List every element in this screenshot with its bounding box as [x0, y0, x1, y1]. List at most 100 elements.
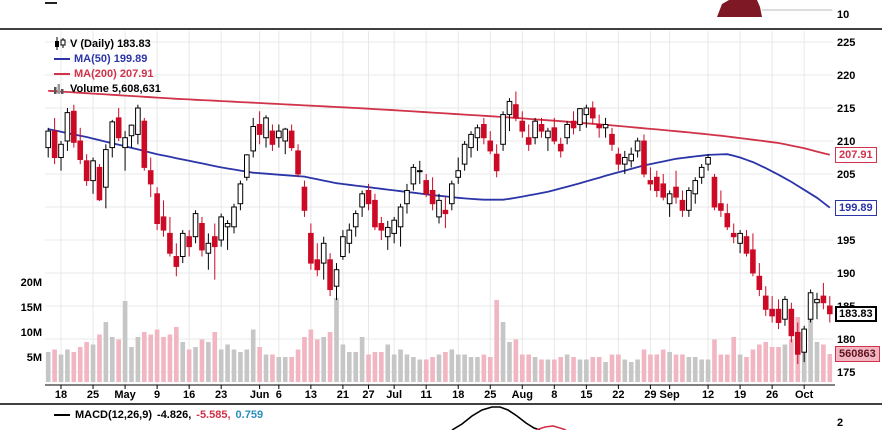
candle-body — [282, 128, 289, 142]
date-axis-label: 15 — [580, 389, 592, 401]
candle-body — [352, 213, 359, 228]
candle-body — [378, 223, 385, 231]
candle-body — [525, 137, 532, 145]
volume-bar — [616, 354, 621, 382]
candle-body — [122, 137, 128, 149]
legend-ma200-row[interactable]: MA(200) 207.91 — [54, 66, 161, 81]
ma200-label: MA(200) 207.91 — [74, 67, 154, 80]
date-axis-label: 23 — [215, 389, 227, 401]
volume-bar — [58, 354, 64, 382]
legend-volume-row[interactable]: Volume 5,608,631 — [54, 81, 161, 96]
volume-axis-label: 10M — [21, 327, 42, 339]
volume-bar — [276, 357, 282, 382]
candle-body — [660, 183, 667, 198]
candle-body — [103, 149, 109, 188]
candle-body — [288, 130, 295, 149]
candle-body — [90, 160, 96, 182]
candle-body — [596, 124, 602, 129]
candle-body — [756, 275, 763, 290]
candle-body — [404, 190, 410, 205]
candle-body — [634, 140, 641, 152]
candle-body — [794, 331, 801, 355]
volume-bar — [789, 339, 794, 382]
volume-bar — [468, 357, 474, 382]
candle-body — [308, 232, 314, 264]
volume-bar — [660, 349, 666, 382]
candle-body — [730, 232, 737, 238]
candle-body — [218, 216, 224, 241]
ma200-badge: 207.91 — [835, 147, 877, 163]
volume-bars — [45, 298, 833, 382]
date-axis-label: 18 — [452, 389, 464, 401]
candle-body — [583, 107, 590, 116]
upper-pane-fragment — [45, 0, 832, 17]
macd-value: -4.826, — [157, 409, 192, 421]
volume-bar — [654, 354, 660, 382]
volume-bar — [193, 347, 198, 382]
date-axis-label: 11 — [420, 389, 432, 401]
volume-bar — [558, 357, 564, 382]
volume-bar — [673, 354, 679, 382]
candle-body — [564, 124, 570, 139]
candle-body — [96, 166, 103, 201]
date-axis-label: 26 — [766, 389, 778, 401]
candle-body — [506, 100, 513, 116]
candle-body — [372, 199, 378, 228]
candle-body — [468, 133, 474, 149]
candle-body — [538, 124, 545, 132]
volume-bar — [475, 357, 480, 382]
candle-body — [577, 108, 583, 126]
volume-bar — [449, 349, 455, 382]
candle-body — [173, 256, 180, 267]
volume-bar — [455, 354, 461, 382]
candle-body — [711, 176, 718, 208]
date-axis-label: 13 — [305, 389, 317, 401]
volume-bar — [347, 352, 352, 382]
candle-body — [461, 143, 468, 165]
volume-bar — [526, 354, 531, 382]
date-axis-label: 18 — [55, 389, 67, 401]
candle-body — [141, 120, 148, 168]
legend-symbol-row[interactable]: V (Daily) 183.83 — [54, 36, 161, 51]
candle-body — [58, 143, 64, 159]
volume-bar — [577, 359, 583, 382]
candle-body — [589, 107, 596, 119]
volume-bar — [744, 357, 749, 382]
macd-signal-value: -5.585, — [196, 409, 231, 421]
date-axis-label: 25 — [484, 389, 496, 401]
volume-bar — [609, 354, 615, 382]
volume-bar — [507, 342, 512, 382]
date-axis-label: 19 — [734, 389, 746, 401]
volume-bar — [97, 334, 102, 382]
candle-body — [679, 199, 686, 211]
candle-body — [602, 124, 609, 129]
candle-body — [762, 295, 769, 310]
candle-body — [340, 236, 346, 257]
legend-ma50-row[interactable]: MA(50) 199.89 — [54, 51, 161, 66]
volume-bar — [737, 354, 743, 382]
candle-body — [71, 110, 77, 143]
candle-body — [782, 298, 788, 320]
candle-body — [788, 308, 795, 337]
volume-bar — [90, 344, 96, 382]
volume-bar — [206, 342, 211, 382]
volume-bar — [379, 352, 384, 382]
candle-body — [224, 223, 231, 228]
candle-body — [609, 133, 615, 145]
macd-line — [451, 406, 541, 430]
candle-body — [673, 186, 679, 198]
macd-legend[interactable]: MACD(12,26,9) -4.826, -5.585, 0.759 — [54, 409, 263, 421]
candle-body — [384, 226, 391, 238]
candle-body — [154, 193, 160, 225]
candle-body — [365, 190, 372, 205]
volume-bar — [718, 354, 724, 382]
volume-bar — [417, 359, 423, 382]
volume-bar — [52, 349, 57, 382]
date-axis-label: 29 — [644, 389, 656, 401]
candle-body — [391, 219, 397, 234]
volume-bar — [257, 347, 262, 382]
ma50-badge: 199.89 — [835, 200, 877, 216]
candle-body — [263, 117, 269, 139]
candle-body — [416, 170, 423, 173]
